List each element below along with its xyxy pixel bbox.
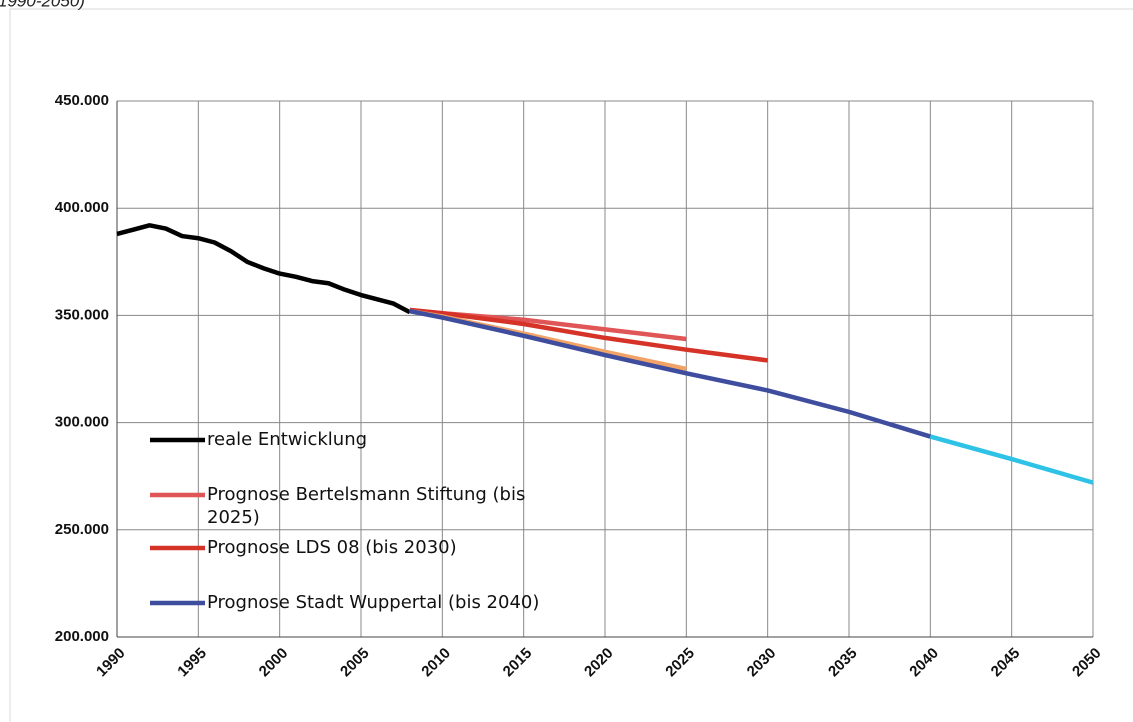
x-tick-label: 2035	[825, 645, 861, 681]
series-line	[929, 434, 1094, 485]
legend-label: Prognose Bertelsmann Stiftung (bis 2025)	[207, 484, 526, 528]
x-tick-label: 2020	[581, 645, 617, 681]
y-tick-label: 400.000	[55, 199, 109, 216]
legend-label: Prognose Stadt Wuppertal (bis 2040)	[207, 592, 540, 613]
series-line	[409, 307, 768, 363]
x-tick-label: 2030	[744, 645, 780, 681]
x-tick-label: 2000	[256, 645, 292, 681]
series-line	[116, 223, 411, 315]
y-tick-label: 200.000	[55, 628, 109, 645]
legend-entry: Prognose Stadt Wuppertal (bis 2040)	[207, 592, 540, 613]
y-tick-label: 300.000	[55, 414, 109, 431]
x-tick-label: 2015	[500, 645, 536, 681]
legend-label: reale Entwicklung	[207, 429, 368, 450]
legend-entry: Prognose Bertelsmann Stiftung (bis 2025)	[207, 484, 526, 528]
legend-entry: reale Entwicklung	[207, 429, 368, 450]
y-tick-label: 350.000	[55, 306, 109, 323]
legend-entry: Prognose LDS 08 (bis 2030)	[207, 537, 457, 558]
x-tick-label: 2005	[337, 645, 373, 681]
chart-title: 1990-2050)	[0, 0, 85, 10]
x-tick-label: 1995	[174, 645, 210, 681]
legend-label: Prognose LDS 08 (bis 2030)	[207, 537, 457, 558]
x-tick-label: 2050	[1069, 645, 1105, 681]
x-tick-label: 1990	[93, 645, 129, 681]
y-tick-label: 450.000	[55, 92, 109, 109]
x-tick-label: 2025	[662, 645, 698, 681]
series-line	[409, 308, 931, 439]
y-tick-label: 250.000	[55, 521, 109, 538]
x-tick-label: 2045	[988, 645, 1024, 681]
x-tick-label: 2040	[906, 645, 942, 681]
x-tick-label: 2010	[418, 645, 454, 681]
